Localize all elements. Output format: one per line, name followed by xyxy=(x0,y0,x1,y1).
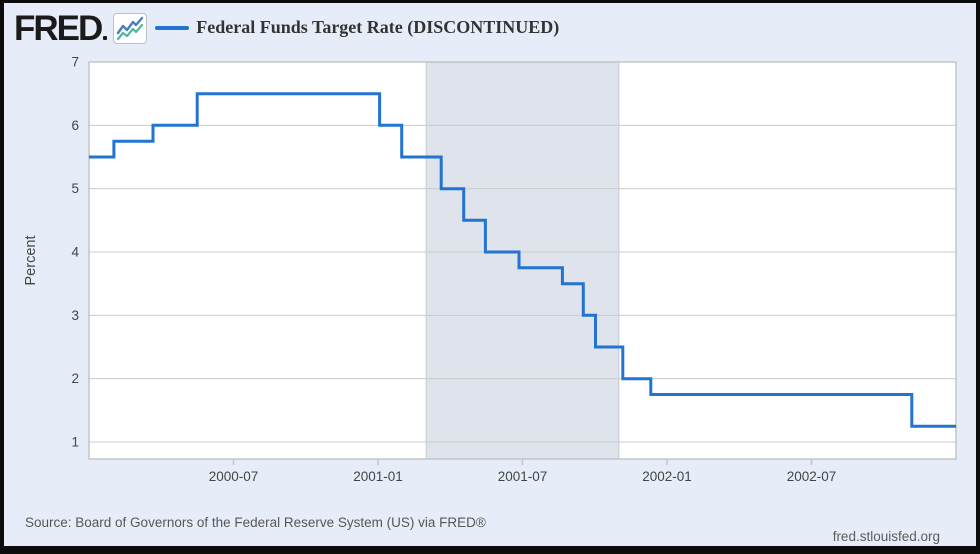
x-tick-label: 2000-07 xyxy=(209,469,259,484)
y-tick-label: 7 xyxy=(71,55,79,70)
y-axis-title: Percent xyxy=(23,236,39,286)
x-tick-label: 2001-01 xyxy=(353,469,403,484)
recession-band xyxy=(425,61,620,460)
source-note: Source: Board of Governors of the Federa… xyxy=(25,515,486,530)
fred-logo-text: FRED xyxy=(14,8,103,48)
y-tick-label: 4 xyxy=(71,245,79,260)
y-tick-label: 6 xyxy=(71,118,79,133)
fred-sparkline-icon xyxy=(113,12,148,44)
x-tick-label: 2002-01 xyxy=(642,469,692,484)
fred-logo[interactable]: FRED xyxy=(14,11,113,46)
y-tick-label: 1 xyxy=(71,435,79,450)
chart-canvas: 2000-07 2001-01 2001-07 2002-01 2002-07 1 2 3 4 5… xyxy=(23,55,957,484)
series-line xyxy=(89,92,956,428)
y-tick-label: 5 xyxy=(71,181,79,196)
fred-logo-registered-dot xyxy=(103,35,108,40)
y-tick-label: 3 xyxy=(71,308,79,323)
legend-series-label: Federal Funds Target Rate (DISCONTINUED) xyxy=(196,16,560,37)
legend-line-swatch xyxy=(155,26,190,30)
x-tick-label: 2001-07 xyxy=(498,469,548,484)
y-tick-label: 2 xyxy=(71,371,79,386)
x-tick-label: 2002-07 xyxy=(787,469,837,484)
fred-site-link[interactable]: fred.stlouisfed.org xyxy=(832,529,940,544)
chart-header: FRED Federal Funds Target Rate (DISCONTI… xyxy=(14,9,559,47)
